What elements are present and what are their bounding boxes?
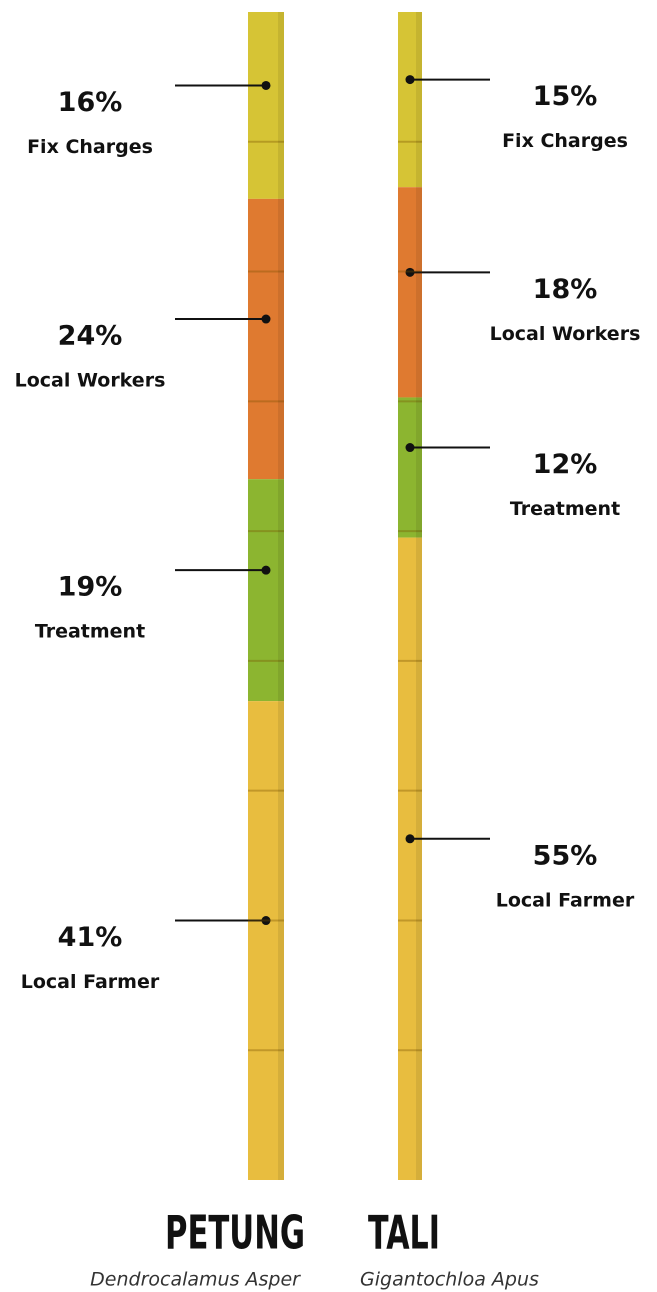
bamboo-shade <box>416 12 422 1180</box>
bamboo-segment <box>398 187 422 398</box>
bamboo-segment <box>398 12 422 188</box>
bamboo-segment <box>248 198 284 480</box>
segment-name: Local Workers <box>490 323 641 345</box>
bamboo-segment <box>398 397 422 538</box>
segment-name: Fix Charges <box>502 130 628 152</box>
bamboo-segment <box>248 479 284 702</box>
chart-title: PETUNG <box>165 1206 305 1260</box>
segment-name: Local Workers <box>15 370 166 392</box>
chart-subtitle: Dendrocalamus Asper <box>90 1269 301 1291</box>
value-label: 18% <box>533 274 598 305</box>
leader-dot <box>261 565 271 575</box>
leader-dot <box>405 267 415 277</box>
segment-name: Local Farmer <box>21 971 160 993</box>
segment-name: Treatment <box>510 498 620 520</box>
bamboo-segment <box>398 537 422 1180</box>
value-label: 55% <box>533 840 598 871</box>
value-label: 16% <box>58 87 123 118</box>
segment-name: Local Farmer <box>496 889 635 911</box>
leader-dot <box>261 916 271 926</box>
segment-name: Treatment <box>35 621 145 643</box>
leader-dot <box>261 314 271 324</box>
leader-dot <box>261 80 271 90</box>
bamboo-segment <box>248 701 284 1180</box>
leader-dot <box>405 75 415 85</box>
leader-dot <box>405 443 415 453</box>
value-label: 19% <box>58 572 123 603</box>
bamboo-segment <box>248 12 284 199</box>
value-label: 15% <box>533 81 598 112</box>
chart-title: TALI <box>368 1206 440 1260</box>
value-label: 24% <box>58 321 123 352</box>
bamboo-shade <box>278 12 284 1180</box>
chart-subtitle: Gigantochloa Apus <box>360 1269 539 1291</box>
value-label: 41% <box>58 922 123 953</box>
segment-name: Fix Charges <box>27 136 153 158</box>
leader-dot <box>405 834 415 844</box>
value-label: 12% <box>533 449 598 480</box>
